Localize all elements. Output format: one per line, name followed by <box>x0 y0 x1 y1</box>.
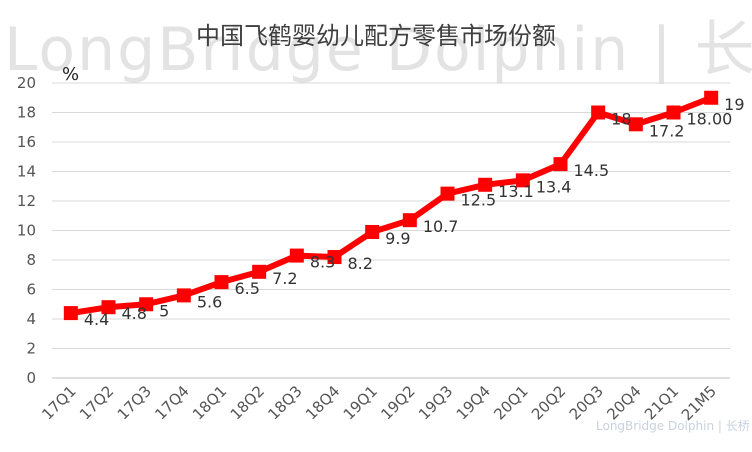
data-point-marker <box>553 157 568 172</box>
y-tick-label: 10 <box>17 222 36 240</box>
data-label: 13.1 <box>498 182 534 201</box>
data-label: 12.5 <box>461 191 497 210</box>
data-point-marker <box>591 105 606 120</box>
data-point-marker <box>666 105 681 120</box>
data-point-marker <box>515 173 530 188</box>
data-label: 4.4 <box>84 310 109 329</box>
y-tick-label: 0 <box>26 369 36 387</box>
data-point-marker <box>628 117 643 132</box>
data-label: 5 <box>159 301 169 320</box>
data-label: 14.5 <box>574 161 610 180</box>
data-point-marker <box>327 250 342 265</box>
data-label: 6.5 <box>235 279 260 298</box>
x-tick-label: 17Q4 <box>151 382 192 423</box>
data-point-marker <box>176 288 191 303</box>
data-point-marker <box>440 186 455 201</box>
y-tick-label: 16 <box>17 133 36 151</box>
x-tick-label: 20Q2 <box>528 382 569 423</box>
y-axis-ticks: 0 2 4 6 8 10 12 14 16 18 20 <box>17 74 36 387</box>
x-tick-label: 20Q1 <box>490 382 531 423</box>
series <box>63 90 719 321</box>
data-label: 8.2 <box>348 254 373 273</box>
watermark: LongBridge Dolphin | 长桥海豚投研 LongBridge D… <box>4 15 752 433</box>
chart-title: 中国飞鹤婴幼儿配方零售市场份额 <box>196 22 556 50</box>
x-tick-label: 18Q4 <box>302 382 343 423</box>
x-tick-label: 19Q4 <box>453 382 494 423</box>
data-label: 8.3 <box>310 253 335 272</box>
x-tick-label: 20Q3 <box>566 382 607 423</box>
x-tick-label: 17Q1 <box>38 382 79 423</box>
data-point-marker <box>101 300 116 315</box>
data-point-marker <box>252 264 267 279</box>
x-tick-label: 19Q3 <box>415 382 456 423</box>
data-label: 19 <box>724 95 744 114</box>
x-axis-ticks: 17Q117Q217Q317Q418Q118Q218Q318Q419Q119Q2… <box>38 382 720 424</box>
watermark-text: LongBridge Dolphin | 长桥海豚投研 <box>4 15 752 85</box>
x-tick-label: 18Q2 <box>227 382 268 423</box>
series-line <box>70 94 713 317</box>
y-tick-label: 6 <box>26 281 36 299</box>
x-tick-label: 19Q2 <box>377 382 418 423</box>
data-labels: 4.4 4.8 5 5.6 6.5 7.2 8.3 8.2 9.9 10.712.5 13.1 13.… <box>84 95 745 329</box>
data-point-marker <box>478 177 493 192</box>
y-tick-label: 20 <box>17 74 36 92</box>
data-label: 18.00 <box>687 110 733 129</box>
y-tick-label: 8 <box>26 251 36 269</box>
data-point-marker <box>139 297 154 312</box>
y-axis-unit: % <box>62 64 79 85</box>
grid <box>52 82 730 349</box>
data-point-marker <box>289 248 304 263</box>
data-point-marker <box>365 224 380 239</box>
data-label: 7.2 <box>272 269 297 288</box>
data-label: 17.2 <box>649 121 685 140</box>
x-tick-label: 17Q2 <box>76 382 117 423</box>
data-label: 18 <box>611 110 631 129</box>
data-point-marker <box>214 275 229 290</box>
y-tick-label: 4 <box>26 310 36 328</box>
data-point-marker <box>402 213 417 228</box>
data-label: 13.4 <box>536 177 572 196</box>
x-tick-label: 19Q1 <box>340 382 381 423</box>
data-label: 9.9 <box>385 229 410 248</box>
y-tick-label: 12 <box>17 192 36 210</box>
y-tick-label: 18 <box>17 104 36 122</box>
x-tick-label: 21M5 <box>678 382 720 424</box>
data-point-marker <box>63 306 78 321</box>
y-tick-label: 14 <box>17 163 36 181</box>
x-tick-label: 20Q4 <box>603 382 644 423</box>
watermark-small-text: LongBridge Dolphin | 长桥 <box>596 419 750 433</box>
y-tick-label: 2 <box>26 340 36 358</box>
x-tick-label: 18Q3 <box>264 382 305 423</box>
data-point-marker <box>704 90 719 105</box>
x-tick-label: 21Q1 <box>641 382 682 423</box>
data-label: 5.6 <box>197 292 222 311</box>
data-label: 10.7 <box>423 217 459 236</box>
data-label: 4.8 <box>122 304 147 323</box>
x-tick-label: 17Q3 <box>114 382 155 423</box>
x-tick-label: 18Q1 <box>189 382 230 423</box>
